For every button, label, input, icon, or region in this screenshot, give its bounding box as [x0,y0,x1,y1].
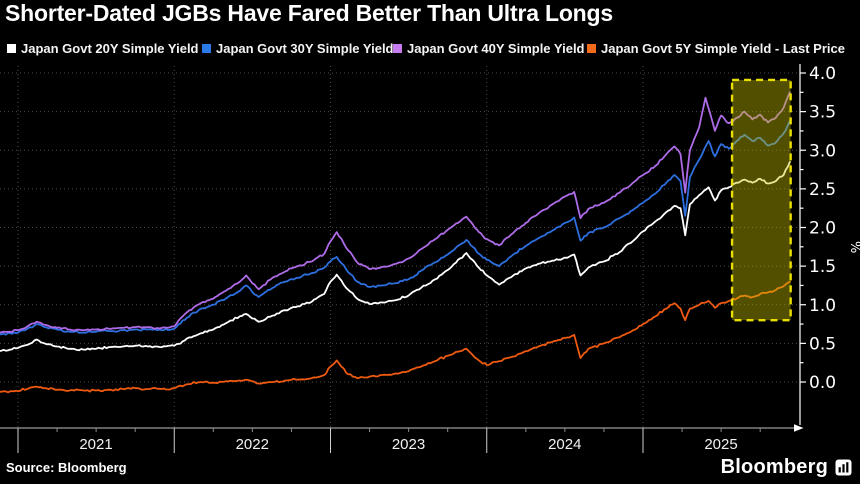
legend-label-40y: Japan Govt 40Y Simple Yield [407,41,585,56]
y-axis-tick-label: 0.0 [809,373,836,393]
x-axis-arrow-icon [794,424,804,432]
legend-label-20y: Japan Govt 20Y Simple Yield [21,41,199,56]
source-credit: Source: Bloomberg [6,460,127,475]
legend-label-30y: Japan Govt 30Y Simple Yield [216,41,394,56]
legend-item-30y: Japan Govt 30Y Simple Yield [202,41,394,56]
series-line-japan-govt-40y-simple-yield [0,91,791,334]
x-axis-year-label: 2022 [236,436,269,453]
series-line-japan-govt-20y-simple-yield [0,160,791,352]
legend-swatch-5y [587,44,596,53]
x-axis-year-label: 2025 [704,436,737,453]
y-axis-tick-label: 1.0 [809,296,836,316]
legend-item-40y: Japan Govt 40Y Simple Yield [393,41,585,56]
bloomberg-logo: Bloomberg [721,456,852,479]
bloomberg-wordmark: Bloomberg [720,456,828,478]
legend-item-5y: Japan Govt 5Y Simple Yield - Last Price [587,41,845,56]
x-axis-year-label: 2021 [79,436,112,453]
y-axis-tick-label: 1.5 [809,257,836,277]
series-line-japan-govt-30y-simple-yield [0,120,791,336]
y-axis-unit-label: % [847,241,860,253]
y-axis-tick-label: 2.5 [809,180,836,200]
y-axis-tick-label: 2.0 [809,219,836,239]
x-axis-year-label: 2024 [548,436,581,453]
y-axis-tick-label: 3.5 [809,103,836,123]
highlight-region-box [730,78,792,322]
chart-title: Shorter-Dated JGBs Have Fared Better Tha… [5,0,613,26]
legend-label-5y: Japan Govt 5Y Simple Yield - Last Price [601,41,845,56]
series-line-japan-govt-5y-simple-yield-last-price [0,280,791,394]
y-axis-tick-label: 3.0 [809,141,836,161]
legend-item-20y: Japan Govt 20Y Simple Yield [7,41,199,56]
x-axis-year-label: 2023 [392,436,425,453]
legend-swatch-40y [393,44,402,53]
y-axis-tick-label: 4.0 [809,64,836,84]
y-axis-tick-label: 0.5 [809,334,836,354]
legend-swatch-30y [202,44,211,53]
bloomberg-logo-icon [835,459,852,476]
legend-swatch-20y [7,44,16,53]
